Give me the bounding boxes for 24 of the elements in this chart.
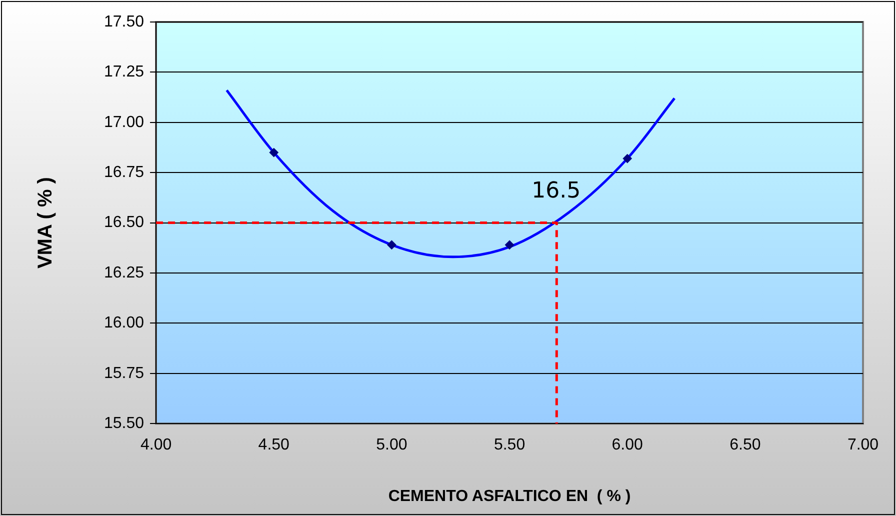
x-tick-label: 4.50 — [258, 436, 290, 454]
y-tick-label: 16.00 — [104, 314, 144, 332]
point — [622, 154, 632, 164]
point — [387, 240, 396, 250]
x-tick-label: 6.50 — [730, 436, 761, 454]
point — [269, 148, 278, 158]
x-tick-label: 5.50 — [494, 436, 526, 454]
y-tick-label: 17.25 — [104, 64, 144, 81]
x-tick-label: 5.00 — [376, 436, 408, 454]
y-tick-label: 16.50 — [104, 214, 144, 232]
y-tick-label: 17.50 — [104, 13, 144, 30]
point — [505, 240, 514, 250]
x-tick-label: 6.00 — [612, 436, 644, 454]
y-tick-label: 15.50 — [104, 415, 144, 432]
x-axis-title: CEMENTO ASFALTICO EN ( % ) — [388, 488, 631, 505]
x-tick-label: 4.00 — [140, 436, 172, 454]
annotation: 16.5 — [532, 178, 581, 204]
y-axis-title: VMA ( % ) — [34, 177, 57, 269]
y-tick-label: 15.75 — [104, 364, 144, 382]
y-tick-label: 16.75 — [104, 164, 144, 182]
x-tick-label: 7.00 — [847, 436, 879, 454]
y-tick-label: 17.00 — [104, 114, 144, 131]
line-series — [225, 89, 676, 258]
y-tick-label: 16.25 — [104, 264, 144, 282]
